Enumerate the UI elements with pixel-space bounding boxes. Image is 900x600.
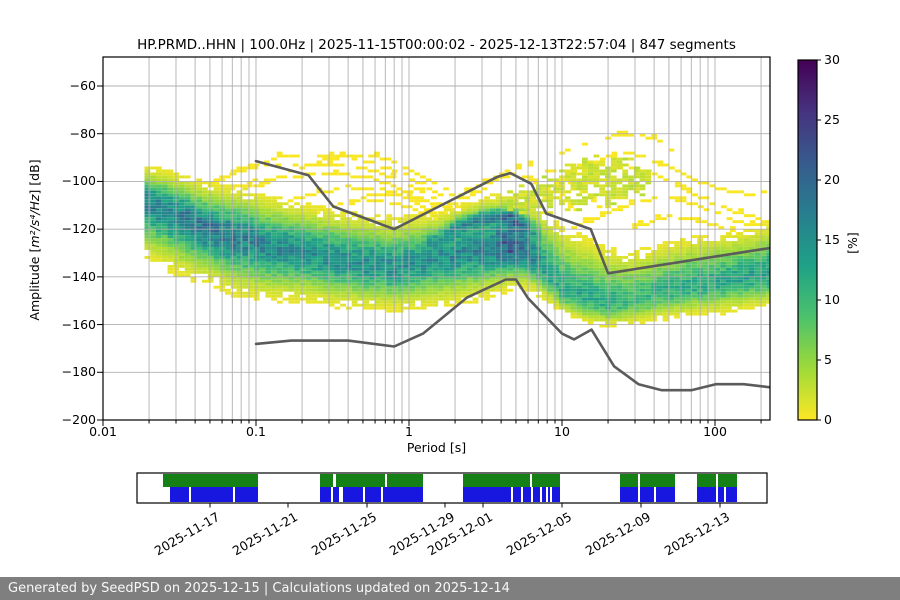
colorbar-tick-label: 0: [824, 412, 832, 427]
psd-histogram-cells: [144, 154, 770, 328]
y-axis-label-suffix: ] [dB]: [27, 159, 42, 195]
y-axis-label: Amplitude [m²/s⁴/Hz] [dB]: [27, 140, 45, 340]
coverage-timeline: [136, 472, 768, 508]
x-axis-label-text: Period [s]: [406, 440, 467, 455]
grid-lines: [103, 57, 770, 420]
footer-bar: Generated by SeedPSD on 2025-12-15 | Cal…: [0, 577, 900, 600]
x-tick-label: 10: [554, 424, 570, 439]
colorbar-label-text: [%]: [845, 232, 860, 254]
x-tick-label: 0.01: [89, 424, 117, 439]
y-tick-label: −120: [61, 221, 96, 237]
colorbar-tick-label: 10: [824, 292, 840, 307]
y-tick-label: −160: [61, 316, 96, 332]
y-tick-label: −180: [61, 364, 96, 380]
footer-text: Generated by SeedPSD on 2025-12-15 | Cal…: [8, 581, 510, 596]
plot-title: HP.PRMD..HHN | 100.0Hz | 2025-11-15T00:0…: [103, 37, 770, 53]
colorbar-tick-label: 20: [824, 172, 840, 187]
axis-ticks: [97, 85, 762, 426]
y-axis-label-prefix: Amplitude [: [27, 247, 42, 321]
y-axis-label-units: m²/s⁴/Hz: [27, 194, 42, 248]
x-axis-label: Period [s]: [103, 440, 770, 455]
colorbar-tick-label: 30: [824, 52, 840, 67]
x-tick-label: 1: [405, 424, 413, 439]
y-tick-label: −200: [61, 411, 96, 427]
noise-model-lines: [254, 159, 770, 392]
plot-border: [102, 56, 771, 421]
colorbar-tick-label: 15: [824, 232, 840, 247]
plot-title-text: HP.PRMD..HHN | 100.0Hz | 2025-11-15T00:0…: [137, 37, 736, 53]
y-tick-label: −140: [61, 268, 96, 284]
y-tick-label: −60: [69, 78, 96, 93]
colorbar: [797, 59, 821, 421]
colorbar-label: [%]: [845, 223, 861, 263]
y-tick-label: −100: [61, 173, 96, 189]
x-tick-label: 100: [703, 424, 727, 439]
x-tick-label: 0.1: [246, 424, 266, 439]
colorbar-tick-label: 25: [824, 112, 840, 127]
y-tick-label: −80: [69, 125, 96, 141]
colorbar-tick-label: 5: [824, 352, 832, 367]
